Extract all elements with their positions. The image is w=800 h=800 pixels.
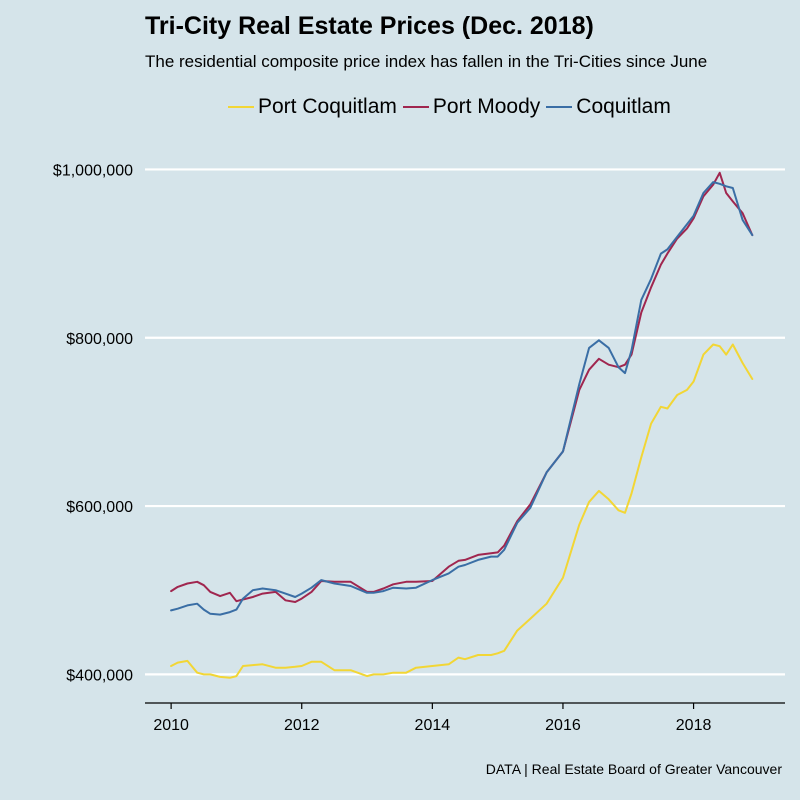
x-tick-label: 2010 <box>153 717 189 734</box>
y-tick-label: $400,000 <box>66 667 133 684</box>
chart-subtitle: The residential composite price index ha… <box>145 52 708 71</box>
x-tick-label: 2018 <box>676 717 712 734</box>
x-tick-label: 2014 <box>415 717 451 734</box>
y-tick-label: $800,000 <box>66 331 133 348</box>
data-source-caption: DATA | Real Estate Board of Greater Vanc… <box>485 761 782 777</box>
series-line-port-coquitlam <box>170 343 754 679</box>
legend-item-port-coquitlam: Port Coquitlam <box>228 95 397 119</box>
x-tick-label: 2012 <box>284 717 320 734</box>
legend-item-coquitlam: Coquitlam <box>546 95 671 119</box>
series-line-coquitlam <box>170 181 754 616</box>
x-tick-label: 2016 <box>545 717 581 734</box>
x-axis: 2010 2012 2014 2016 2018 <box>145 702 785 734</box>
legend: Port Coquitlam Port Moody Coquitlam <box>228 95 677 119</box>
legend-item-port-moody: Port Moody <box>402 95 541 119</box>
y-tick-label: $1,000,000 <box>53 162 133 179</box>
legend-label-coquitlam: Coquitlam <box>576 95 671 118</box>
y-tick-label: $600,000 <box>66 499 133 516</box>
legend-key-coquitlam <box>546 106 573 108</box>
series-lines <box>170 171 754 679</box>
legend-key-port-moody <box>402 106 429 108</box>
legend-label-port-coquitlam: Port Coquitlam <box>258 95 397 118</box>
chart-title: Tri-City Real Estate Prices (Dec. 2018) <box>145 12 594 40</box>
legend-key-port-coquitlam <box>228 106 254 108</box>
y-axis-labels: $400,000 $600,000 $800,000 $1,000,000 <box>53 162 133 684</box>
gridlines <box>145 168 785 676</box>
legend-label-port-moody: Port Moody <box>432 95 541 118</box>
series-line-port-moody <box>170 171 754 603</box>
